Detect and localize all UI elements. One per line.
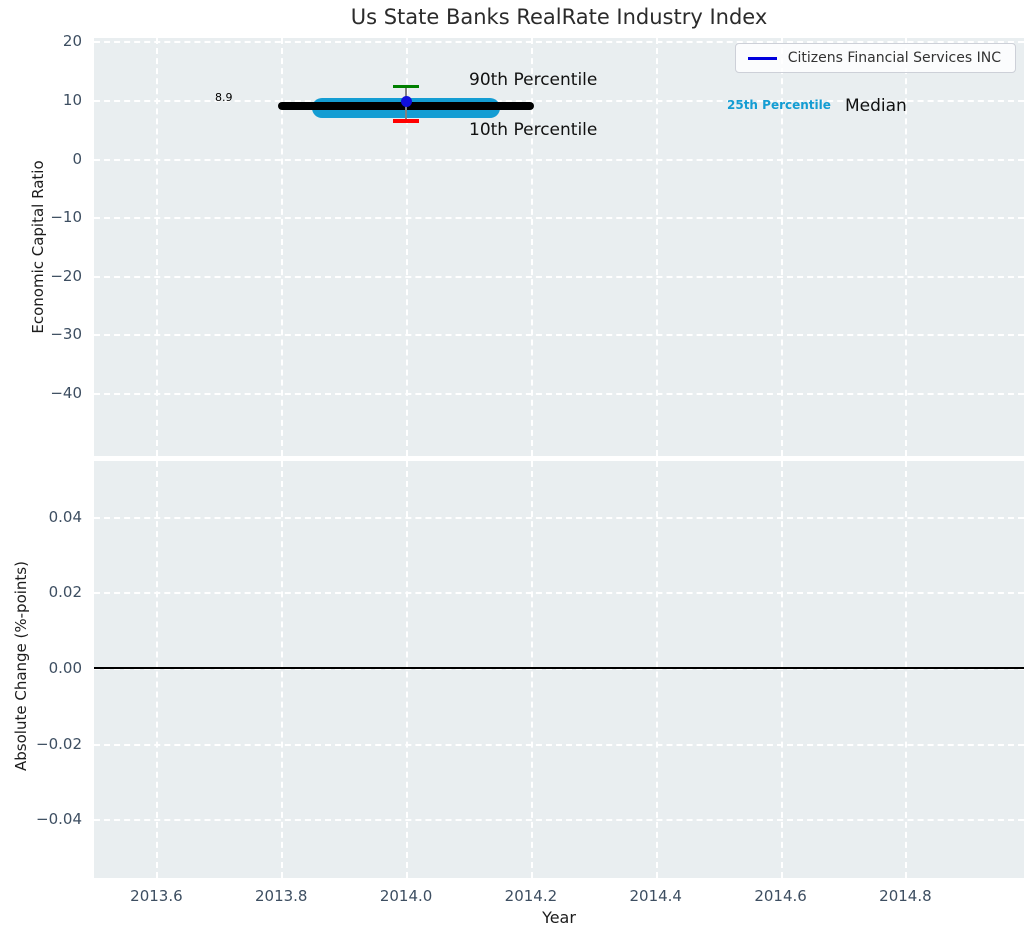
y-gridline — [94, 99, 1024, 102]
company-data-point — [400, 95, 412, 107]
x-tick-label: 2013.6 — [130, 887, 183, 905]
percentile-10-cap — [393, 119, 420, 123]
y-axis-label-top: Economic Capital Ratio — [29, 160, 47, 334]
y-tick-label: 0.00 — [48, 658, 82, 677]
y-tick-label: −10 — [50, 208, 82, 227]
y-gridline — [94, 41, 1024, 44]
economic-capital-ratio-plot: 8.9 90th Percentile 10th Percentile 25th… — [94, 38, 1024, 456]
y-gridline — [94, 516, 1024, 519]
y-gridline — [94, 667, 1024, 670]
annotation-median: Median — [845, 96, 907, 116]
chart-title: Us State Banks RealRate Industry Index — [350, 5, 768, 29]
y-tick-label: −0.04 — [36, 810, 82, 829]
absolute-change-plot — [94, 461, 1024, 878]
y-tick-label: 20 — [62, 32, 82, 51]
y-gridline — [94, 393, 1024, 395]
x-axis-label: Year — [542, 908, 576, 927]
annotation-90th-percentile: 90th Percentile — [469, 70, 598, 90]
x-tick-label: 2014.0 — [379, 887, 433, 905]
y-tick-label: 10 — [62, 90, 82, 109]
x-tick-label: 2014.8 — [879, 887, 932, 905]
x-gridline — [530, 38, 533, 456]
x-gridline — [406, 38, 409, 456]
x-gridline — [905, 38, 908, 456]
y-tick-label: −40 — [50, 384, 82, 402]
y-tick-label: 0.02 — [48, 583, 82, 602]
percentile-90-cap — [393, 84, 420, 89]
annotation-25th-percentile: 25th Percentile — [727, 98, 831, 112]
y-tick-label: 0 — [72, 149, 82, 168]
x-gridline — [281, 38, 284, 456]
annotation-10th-percentile: 10th Percentile — [469, 120, 598, 140]
x-gridline — [655, 38, 658, 456]
y-gridline — [94, 743, 1024, 746]
y-tick-label: 0.04 — [48, 507, 82, 526]
y-gridline — [94, 819, 1024, 822]
x-tick-label: 2014.2 — [504, 887, 558, 905]
y-gridline — [94, 592, 1024, 595]
legend-line-sample-icon — [747, 56, 777, 60]
y-gridline — [94, 217, 1024, 220]
y-tick-label: −20 — [50, 266, 82, 285]
annotation-median-value: 8.9 — [215, 91, 233, 104]
y-gridline — [94, 275, 1024, 278]
x-tick-label: 2014.6 — [754, 887, 807, 905]
x-tick-label: 2014.4 — [629, 887, 682, 905]
legend-label: Citizens Financial Services INC — [787, 50, 1001, 66]
y-tick-label: −30 — [50, 325, 82, 344]
y-gridline — [94, 158, 1024, 161]
x-gridline — [780, 38, 783, 456]
legend: Citizens Financial Services INC — [734, 43, 1016, 73]
x-tick-label: 2013.8 — [254, 887, 308, 905]
y-tick-label: −0.02 — [36, 734, 82, 753]
zero-line — [94, 666, 1024, 669]
x-gridline — [156, 38, 159, 456]
y-gridline — [94, 334, 1024, 337]
